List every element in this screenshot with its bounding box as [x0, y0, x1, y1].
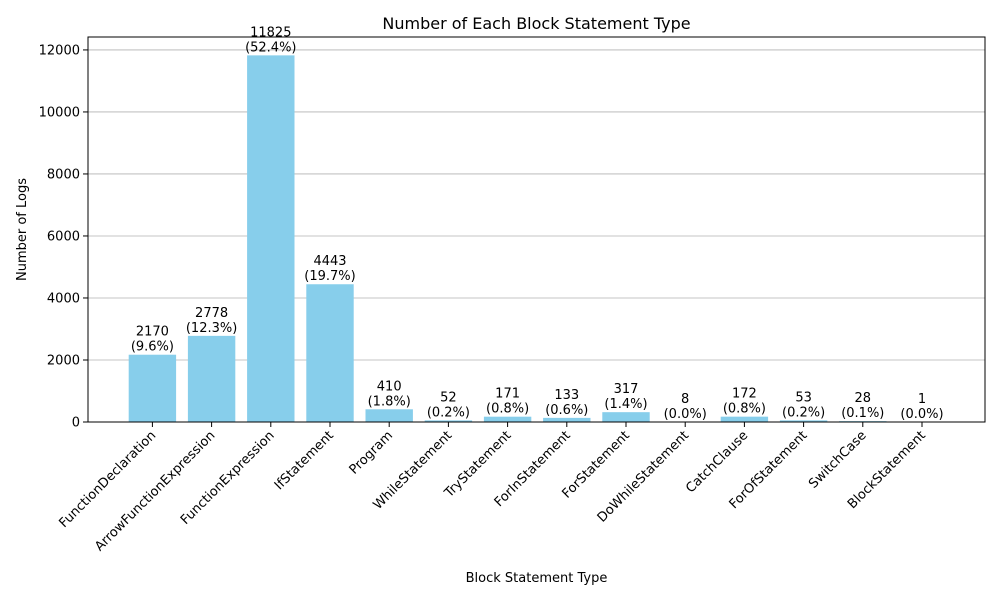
- data-label-value: 317: [614, 382, 639, 397]
- y-axis-ticks: 0 2000 4000 6000 8000 10000 12000: [39, 43, 88, 431]
- x-axis-label: Block Statement Type: [466, 571, 608, 586]
- bars: [128, 55, 946, 423]
- data-label-percent: (0.1%): [841, 406, 884, 421]
- plot-frame: [87, 36, 986, 423]
- data-label-percent: (0.0%): [664, 407, 707, 422]
- bar: [365, 409, 413, 422]
- x-tick-label: SwitchCase: [806, 428, 869, 491]
- data-label-value: 172: [732, 387, 757, 402]
- data-label-value: 2778: [195, 306, 228, 321]
- bar: [602, 412, 650, 422]
- data-label-percent: (0.2%): [782, 405, 825, 420]
- data-label-percent: (0.0%): [900, 407, 943, 422]
- data-label-value: 133: [554, 388, 579, 403]
- x-tick-label: Program: [347, 428, 396, 477]
- bar: [187, 335, 236, 422]
- y-axis-label: Number of Logs: [15, 178, 30, 281]
- data-label-value: 171: [495, 387, 520, 402]
- data-label-value: 1: [918, 392, 926, 407]
- bar: [424, 420, 473, 422]
- y-tick-label: 4000: [47, 291, 80, 306]
- data-label-percent: (9.6%): [131, 340, 174, 355]
- x-tick-label: FunctionDeclaration: [57, 428, 160, 531]
- data-label-percent: (0.8%): [486, 402, 529, 417]
- y-tick-label: 8000: [47, 167, 80, 182]
- bar: [247, 55, 295, 423]
- data-label-value: 11825: [250, 25, 291, 40]
- data-label-value: 8: [681, 392, 689, 407]
- y-tick-label: 12000: [39, 43, 80, 58]
- data-label-value: 2170: [136, 325, 169, 340]
- y-tick-label: 2000: [47, 353, 80, 368]
- data-label-percent: (1.8%): [368, 394, 411, 409]
- y-tick-label: 6000: [47, 229, 80, 244]
- data-label-value: 410: [377, 379, 402, 394]
- bar: [483, 416, 532, 422]
- data-label-percent: (12.3%): [186, 321, 237, 336]
- data-label-percent: (19.7%): [304, 269, 355, 284]
- data-label-percent: (0.8%): [723, 402, 766, 417]
- data-label-percent: (0.2%): [427, 405, 470, 420]
- y-tick-label: 10000: [39, 105, 80, 120]
- data-label-value: 4443: [313, 254, 346, 269]
- bar: [306, 284, 354, 422]
- data-label-percent: (0.6%): [545, 403, 588, 418]
- y-tick-label: 0: [72, 416, 80, 431]
- bar: [779, 420, 828, 422]
- x-tick-label: IfStatement: [272, 428, 337, 493]
- x-tick-label: ArrowFunctionExpression: [92, 428, 218, 554]
- bar: [543, 417, 591, 422]
- grid-lines: [88, 49, 985, 361]
- x-axis-ticks: FunctionDeclarationArrowFunctionExpressi…: [57, 422, 929, 554]
- chart-title: Number of Each Block Statement Type: [382, 14, 690, 33]
- bar: [720, 416, 769, 422]
- data-label-percent: (52.4%): [245, 40, 296, 55]
- bar: [128, 354, 177, 422]
- data-label-percent: (1.4%): [604, 397, 647, 412]
- data-label-value: 53: [795, 390, 812, 405]
- data-labels: 2170(9.6%) 2778(12.3%) 11825(52.4%) 4443(19…: [131, 25, 944, 422]
- data-label-value: 28: [855, 391, 872, 406]
- data-label-value: 52: [440, 390, 457, 405]
